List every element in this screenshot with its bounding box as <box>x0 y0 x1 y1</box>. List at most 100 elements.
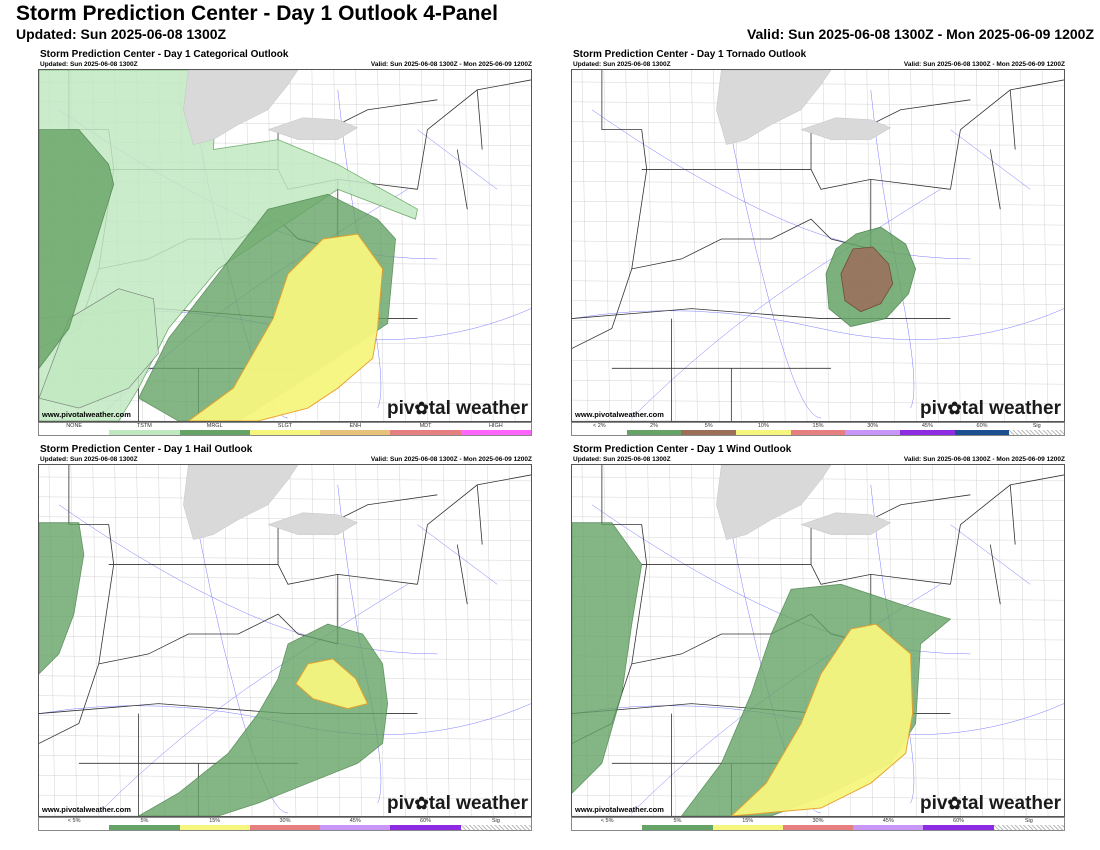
hail-panel: Storm Prediction Center - Day 1 Hail Out… <box>38 444 532 832</box>
legend-swatch <box>460 825 531 830</box>
legend-item: MRGL <box>179 423 250 435</box>
legend-label: 45% <box>921 423 933 429</box>
legend-swatch <box>109 430 180 435</box>
hail-15pct-area <box>295 658 369 710</box>
legend-item: TSTM <box>109 423 180 435</box>
legend-label: NONE <box>66 423 83 429</box>
panel-valid: Valid: Sun 2025-06-08 1300Z - Mon 2025-0… <box>903 456 1065 463</box>
legend-swatch <box>845 430 901 435</box>
site-url: www.pivotalweather.com <box>42 805 131 814</box>
panel-title: Storm Prediction Center - Day 1 Wind Out… <box>573 444 792 455</box>
brand-logo: piv✿tal weather <box>920 793 1061 814</box>
site-url: www.pivotalweather.com <box>575 410 664 419</box>
legend-label: 60% <box>976 423 988 429</box>
hail-5pct-east-area <box>137 623 388 816</box>
tornado-5pct-area <box>840 246 894 313</box>
legend-label: HIGH <box>488 423 503 429</box>
legend-item: NONE <box>39 423 110 435</box>
slgt-area <box>187 233 384 421</box>
valid-period: Valid: Sun 2025-06-08 1300Z - Mon 2025-0… <box>746 26 1094 42</box>
legend-item: Sig <box>460 818 531 830</box>
legend-item: HIGH <box>460 423 531 435</box>
brand-logo: piv✿tal weather <box>920 398 1061 419</box>
panel-valid: Valid: Sun 2025-06-08 1300Z - Mon 2025-0… <box>903 61 1065 68</box>
hail-map: www.pivotalweather.com piv✿tal weather <box>38 464 532 817</box>
legend-label: 10% <box>757 423 769 429</box>
legend-swatch <box>39 825 110 830</box>
legend-swatch <box>320 430 391 435</box>
legend-item: < 5% <box>572 818 643 830</box>
legend-swatch <box>109 825 180 830</box>
legend-label: 15% <box>209 818 221 824</box>
legend-item: 45% <box>320 818 391 830</box>
site-url: www.pivotalweather.com <box>575 805 664 814</box>
legend-swatch <box>390 825 461 830</box>
panel-updated: Updated: Sun 2025-06-08 1300Z <box>573 456 671 463</box>
brand-logo: piv✿tal weather <box>387 398 528 419</box>
legend-swatch <box>782 825 854 830</box>
gear-icon: ✿ <box>947 399 962 418</box>
legend-label: MDT <box>419 423 432 429</box>
legend-item: ENH <box>320 423 391 435</box>
panel-title: Storm Prediction Center - Day 1 Categori… <box>40 49 289 60</box>
legend-swatch <box>626 430 682 435</box>
tornado-panel: Storm Prediction Center - Day 1 Tornado … <box>571 49 1065 437</box>
legend-label: ENH <box>349 423 362 429</box>
legend-item: 45% <box>853 818 924 830</box>
legend-item: SLGT <box>249 423 321 435</box>
legend-item: 15% <box>712 818 783 830</box>
panel-valid: Valid: Sun 2025-06-08 1300Z - Mon 2025-0… <box>370 61 532 68</box>
panel-title: Storm Prediction Center - Day 1 Hail Out… <box>40 444 253 455</box>
hail-legend: < 5% 5% 15% 30% 45% 60% Sig <box>38 817 532 831</box>
wind-panel: Storm Prediction Center - Day 1 Wind Out… <box>571 444 1065 832</box>
legend-swatch <box>853 825 924 830</box>
legend-swatch <box>712 825 783 830</box>
legend-label: Sig <box>1032 423 1041 429</box>
hail-5pct-west-area <box>39 522 85 675</box>
legend-swatch <box>681 430 737 435</box>
legend-label: 5% <box>673 818 682 824</box>
page-title: Storm Prediction Center - Day 1 Outlook … <box>16 2 498 25</box>
panel-updated: Updated: Sun 2025-06-08 1300Z <box>40 456 138 463</box>
legend-label: < 5% <box>67 818 81 824</box>
legend-label: SLGT <box>277 423 293 429</box>
legend-swatch <box>249 430 321 435</box>
wind-legend: < 5% 5% 15% 30% 45% 60% Sig <box>571 817 1065 831</box>
legend-label: 2% <box>650 423 658 429</box>
legend-label: TSTM <box>136 423 152 429</box>
legend-label: 15% <box>812 423 824 429</box>
wind-5pct-west-area <box>572 522 643 794</box>
legend-label: 30% <box>867 423 879 429</box>
tornado-legend: < 2% 2% 5% 10% 15% 30% 45% 60% Sig <box>571 422 1065 436</box>
legend-swatch <box>249 825 321 830</box>
wind-15pct-area <box>730 623 914 816</box>
legend-item: 45% <box>900 423 955 435</box>
legend-swatch <box>1009 430 1065 435</box>
legend-label: 5% <box>704 423 713 429</box>
panel-valid: Valid: Sun 2025-06-08 1300Z - Mon 2025-0… <box>370 456 532 463</box>
categorical-legend: NONE TSTM MRGL SLGT ENH MDT HIGH <box>38 422 532 436</box>
legend-swatch <box>390 430 461 435</box>
legend-item: Sig <box>993 818 1064 830</box>
categorical-panel: Storm Prediction Center - Day 1 Categori… <box>38 49 532 437</box>
legend-item: 5% <box>109 818 180 830</box>
panel-updated: Updated: Sun 2025-06-08 1300Z <box>573 61 671 68</box>
categorical-map: www.pivotalweather.com piv✿tal weather <box>38 69 532 422</box>
brand-logo: piv✿tal weather <box>387 793 528 814</box>
site-url: www.pivotalweather.com <box>42 410 131 419</box>
legend-label: 30% <box>812 818 824 824</box>
legend-label: < 2% <box>592 423 606 429</box>
legend-label: < 5% <box>600 818 614 824</box>
legend-swatch <box>460 430 531 435</box>
legend-label: 45% <box>882 818 894 824</box>
legend-label: 60% <box>420 818 432 824</box>
legend-label: 5% <box>140 818 149 824</box>
legend-item: 15% <box>179 818 250 830</box>
legend-label: 30% <box>279 818 291 824</box>
legend-label: Sig <box>491 818 500 824</box>
legend-swatch <box>923 825 994 830</box>
legend-item: 60% <box>923 818 994 830</box>
legend-item: < 5% <box>39 818 110 830</box>
panel-updated: Updated: Sun 2025-06-08 1300Z <box>40 61 138 68</box>
wind-map: www.pivotalweather.com piv✿tal weather <box>571 464 1065 817</box>
